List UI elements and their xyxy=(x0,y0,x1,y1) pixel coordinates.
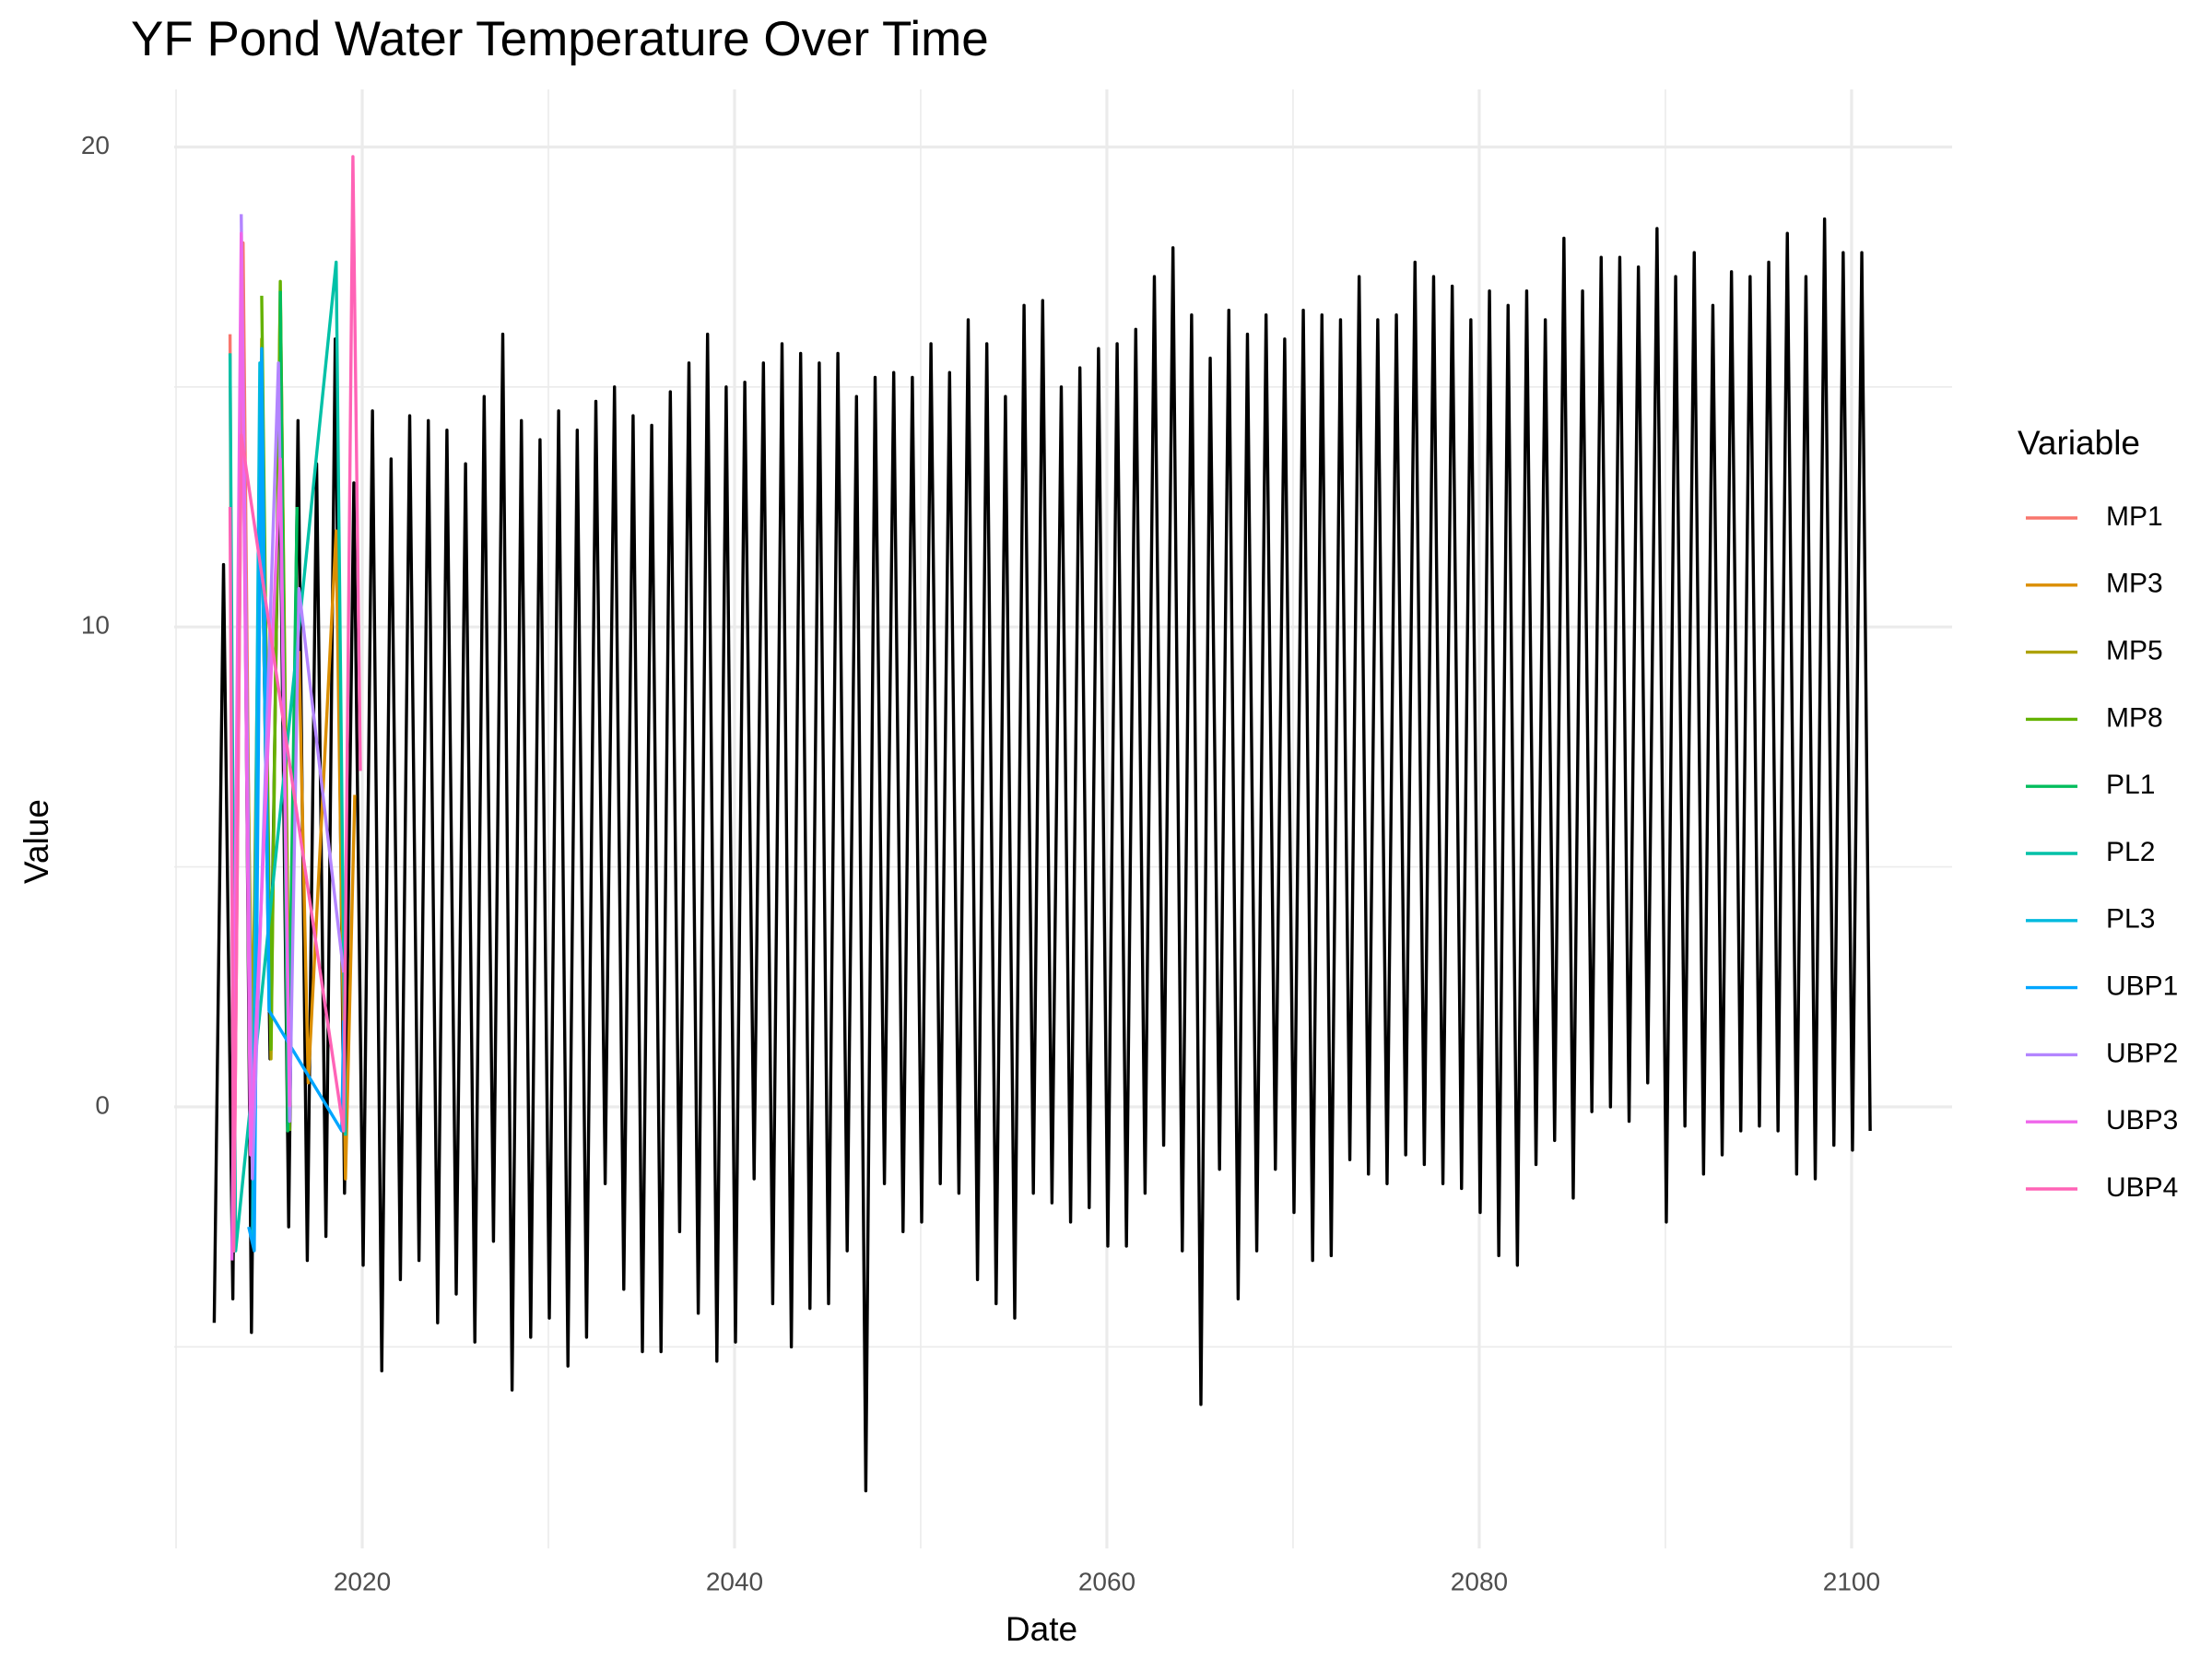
legend-label: PL2 xyxy=(2106,837,2155,867)
y-tick-label: 0 xyxy=(95,1090,110,1119)
series-line xyxy=(229,231,291,1261)
legend-label: UBP3 xyxy=(2106,1105,2178,1135)
y-tick-label: 20 xyxy=(81,131,110,159)
legend-label: UBP4 xyxy=(2106,1172,2178,1203)
chart-title: YF Pond Water Temperature Over Time xyxy=(131,12,989,66)
legend-label: UBP2 xyxy=(2106,1038,2178,1068)
series-line xyxy=(212,217,1872,1493)
x-tick-label: 2020 xyxy=(334,1567,391,1595)
series-line xyxy=(297,529,357,1181)
legend-title: Variable xyxy=(2018,424,2140,462)
x-tick-label: 2060 xyxy=(1078,1567,1135,1595)
legend-label: MP5 xyxy=(2106,636,2163,666)
x-axis-title: Date xyxy=(1006,1610,1077,1648)
y-axis-title: Value xyxy=(18,799,55,884)
legend-label: PL1 xyxy=(2106,770,2155,800)
series-line xyxy=(228,155,362,1253)
x-tick-label: 2040 xyxy=(706,1567,763,1595)
x-tick-label: 2100 xyxy=(1823,1567,1880,1595)
legend-label: MP1 xyxy=(2106,501,2163,532)
legend-label: PL3 xyxy=(2106,904,2155,935)
x-tick-label: 2080 xyxy=(1451,1567,1508,1595)
legend-label: MP3 xyxy=(2106,569,2163,599)
legend-label: UBP1 xyxy=(2106,971,2178,1002)
legend-label: MP8 xyxy=(2106,702,2163,733)
y-tick-label: 10 xyxy=(81,611,110,640)
